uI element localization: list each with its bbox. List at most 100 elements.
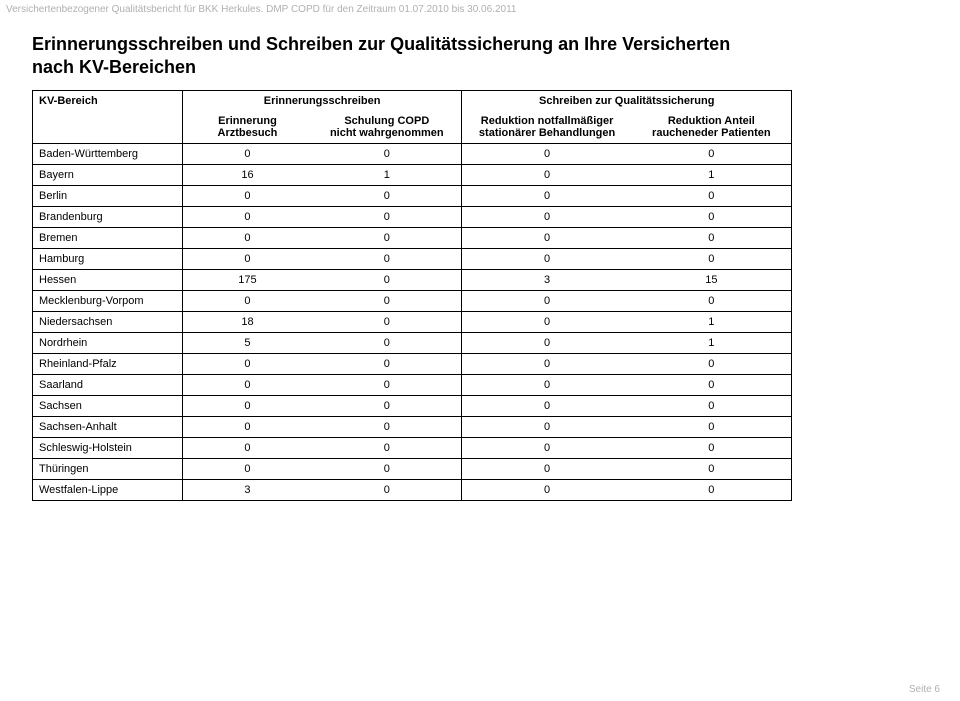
cell-label: Saarland: [33, 374, 183, 395]
cell-d: 15: [632, 269, 792, 290]
th-sub-c: Reduktion notfallmäßiger stationärer Beh…: [462, 111, 632, 144]
table-row: Hamburg0000: [33, 248, 792, 269]
cell-label: Niedersachsen: [33, 311, 183, 332]
cell-a: 0: [182, 437, 312, 458]
report-header-line: Versichertenbezogener Qualitätsbericht f…: [0, 0, 960, 15]
cell-a: 0: [182, 143, 312, 164]
cell-c: 0: [462, 374, 632, 395]
th-sub-c2: stationärer Behandlungen: [479, 127, 615, 139]
table-row: Sachsen0000: [33, 395, 792, 416]
cell-b: 0: [312, 353, 462, 374]
cell-c: 0: [462, 416, 632, 437]
cell-c: 0: [462, 458, 632, 479]
cell-b: 0: [312, 227, 462, 248]
cell-d: 0: [632, 353, 792, 374]
table-row: Baden-Württemberg0000: [33, 143, 792, 164]
table-row: Bayern16101: [33, 164, 792, 185]
th-sub-b: Schulung COPD nicht wahrgenommen: [312, 111, 462, 144]
cell-label: Sachsen-Anhalt: [33, 416, 183, 437]
table-row: Bremen0000: [33, 227, 792, 248]
table-row: Westfalen-Lippe3000: [33, 479, 792, 500]
cell-b: 0: [312, 437, 462, 458]
cell-c: 0: [462, 248, 632, 269]
cell-b: 0: [312, 248, 462, 269]
cell-c: 0: [462, 311, 632, 332]
cell-d: 1: [632, 164, 792, 185]
cell-b: 0: [312, 206, 462, 227]
cell-d: 0: [632, 227, 792, 248]
cell-c: 3: [462, 269, 632, 290]
cell-c: 0: [462, 206, 632, 227]
cell-label: Hessen: [33, 269, 183, 290]
cell-label: Thüringen: [33, 458, 183, 479]
th-sub-c1: Reduktion notfallmäßiger: [481, 115, 614, 127]
cell-d: 1: [632, 332, 792, 353]
cell-label: Schleswig-Holstein: [33, 437, 183, 458]
cell-a: 16: [182, 164, 312, 185]
cell-b: 1: [312, 164, 462, 185]
cell-a: 5: [182, 332, 312, 353]
cell-label: Westfalen-Lippe: [33, 479, 183, 500]
cell-d: 0: [632, 185, 792, 206]
th-sub-d1: Reduktion Anteil: [668, 115, 755, 127]
cell-c: 0: [462, 290, 632, 311]
cell-c: 0: [462, 479, 632, 500]
cell-d: 1: [632, 311, 792, 332]
cell-b: 0: [312, 269, 462, 290]
cell-a: 0: [182, 227, 312, 248]
table-row: Berlin0000: [33, 185, 792, 206]
cell-c: 0: [462, 437, 632, 458]
th-sub-a2: Arztbesuch: [218, 127, 278, 139]
cell-c: 0: [462, 185, 632, 206]
cell-label: Berlin: [33, 185, 183, 206]
page-content: Erinnerungsschreiben und Schreiben zur Q…: [0, 15, 960, 501]
cell-a: 0: [182, 353, 312, 374]
table-row: Sachsen-Anhalt0000: [33, 416, 792, 437]
cell-a: 18: [182, 311, 312, 332]
page-title: Erinnerungsschreiben und Schreiben zur Q…: [32, 33, 940, 80]
cell-d: 0: [632, 143, 792, 164]
cell-label: Sachsen: [33, 395, 183, 416]
cell-d: 0: [632, 479, 792, 500]
cell-label: Mecklenburg-Vorpom: [33, 290, 183, 311]
page-footer: Seite 6: [909, 684, 940, 695]
th-sub-d: Reduktion Anteil raucheneder Patienten: [632, 111, 792, 144]
cell-d: 0: [632, 437, 792, 458]
th-group-qs: Schreiben zur Qualitätssicherung: [462, 90, 792, 111]
th-group-erinnerung: Erinnerungsschreiben: [182, 90, 462, 111]
cell-b: 0: [312, 416, 462, 437]
cell-b: 0: [312, 374, 462, 395]
cell-a: 0: [182, 374, 312, 395]
th-sub-a: Erinnerung Arztbesuch: [182, 111, 312, 144]
cell-label: Bayern: [33, 164, 183, 185]
th-sub-b1: Schulung COPD: [344, 115, 429, 127]
table-row: Mecklenburg-Vorpom0000: [33, 290, 792, 311]
table-row: Hessen1750315: [33, 269, 792, 290]
th-sub-b2: nicht wahrgenommen: [330, 127, 444, 139]
cell-b: 0: [312, 311, 462, 332]
cell-d: 0: [632, 458, 792, 479]
cell-d: 0: [632, 374, 792, 395]
cell-b: 0: [312, 143, 462, 164]
cell-label: Baden-Württemberg: [33, 143, 183, 164]
cell-a: 175: [182, 269, 312, 290]
cell-c: 0: [462, 395, 632, 416]
cell-c: 0: [462, 353, 632, 374]
cell-label: Brandenburg: [33, 206, 183, 227]
cell-a: 0: [182, 290, 312, 311]
title-line2: nach KV-Bereichen: [32, 57, 196, 77]
cell-d: 0: [632, 206, 792, 227]
cell-c: 0: [462, 332, 632, 353]
cell-a: 0: [182, 248, 312, 269]
cell-a: 0: [182, 416, 312, 437]
th-sub-a1: Erinnerung: [218, 115, 277, 127]
cell-d: 0: [632, 416, 792, 437]
cell-b: 0: [312, 290, 462, 311]
cell-a: 0: [182, 395, 312, 416]
cell-a: 0: [182, 185, 312, 206]
cell-b: 0: [312, 185, 462, 206]
cell-b: 0: [312, 479, 462, 500]
th-sub-d2: raucheneder Patienten: [652, 127, 771, 139]
cell-d: 0: [632, 395, 792, 416]
table-row: Brandenburg0000: [33, 206, 792, 227]
